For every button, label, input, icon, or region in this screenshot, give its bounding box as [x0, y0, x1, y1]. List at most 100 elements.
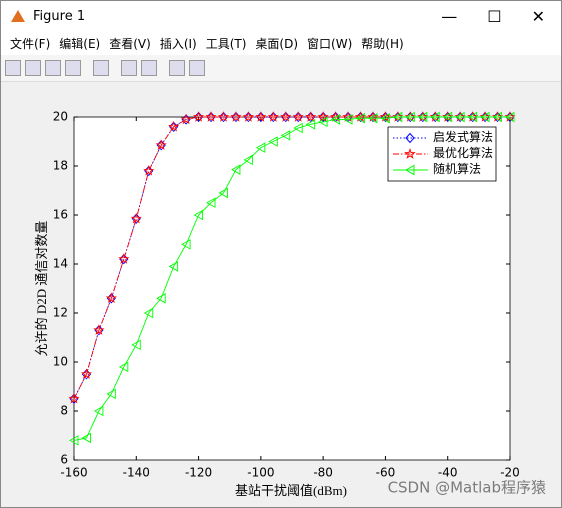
x-tick-label: -40 — [438, 466, 458, 480]
data-point — [180, 113, 192, 125]
data-point — [305, 111, 317, 122]
data-point — [305, 119, 316, 130]
legend-marker — [404, 164, 415, 176]
open-button[interactable] — [25, 60, 41, 76]
data-point — [417, 111, 428, 123]
maximize-button[interactable]: ☐ — [487, 6, 502, 26]
data-point — [230, 111, 242, 122]
data-point — [217, 111, 230, 122]
y-tick-label: 12 — [53, 306, 68, 320]
data-point — [231, 164, 241, 175]
data-point — [155, 139, 167, 150]
y-tick-label: 18 — [53, 159, 68, 173]
x-axis-label: 基站干扰阈值(dBm) — [235, 483, 347, 498]
data-point — [367, 111, 379, 122]
data-point — [106, 388, 116, 400]
print-button[interactable] — [65, 60, 81, 76]
data-point — [455, 111, 465, 123]
data-point — [242, 111, 254, 122]
data-point — [492, 111, 502, 123]
data-point — [505, 111, 515, 123]
data-point — [392, 111, 403, 123]
watermark: CSDN @Matlab程序猿 — [388, 479, 546, 497]
y-tick-label: 8 — [60, 404, 68, 418]
data-point — [268, 136, 278, 147]
y-tick-label: 20 — [53, 110, 68, 124]
data-point — [118, 253, 130, 264]
data-point — [168, 261, 179, 272]
data-point — [105, 292, 117, 304]
data-point — [93, 405, 104, 417]
data-point — [280, 111, 292, 122]
menu-item[interactable]: 桌面(D) — [255, 36, 299, 51]
data-point — [267, 111, 279, 122]
y-tick-label: 14 — [53, 257, 68, 271]
data-point — [206, 197, 216, 209]
data-point — [430, 111, 440, 123]
data-point — [205, 111, 217, 122]
property-button[interactable] — [189, 60, 205, 76]
legend-marker — [404, 147, 416, 159]
figure-canvas: 6 8 10 12 14 16 18 20 -160 -140 -120 -100 -80 -60 -40 -… — [34, 110, 546, 498]
data-point — [181, 239, 191, 250]
title-bar: Figure 1 — ☐ ✕ — [1, 1, 561, 31]
series-line — [73, 116, 510, 441]
toolbar — [1, 55, 561, 82]
data-point — [143, 307, 154, 319]
data-point — [255, 111, 267, 122]
pointer-button[interactable] — [169, 60, 185, 76]
x-tick-label: -80 — [313, 466, 333, 480]
data-point — [318, 116, 328, 128]
colorbar-button[interactable] — [121, 60, 137, 76]
x-tick-label: -100 — [247, 466, 274, 480]
app-icon — [11, 10, 25, 22]
legend-marker — [405, 132, 415, 144]
data-point — [68, 392, 80, 404]
y-tick-label: 6 — [60, 453, 68, 467]
data-point — [442, 111, 453, 123]
x-tick-label: -140 — [123, 466, 150, 480]
data-point — [192, 111, 205, 122]
y-axis-label: 允许的 D2D 通信对数量 — [34, 221, 49, 357]
x-tick-label: -120 — [185, 466, 212, 480]
data-point — [143, 165, 155, 176]
data-point — [168, 120, 180, 132]
close-button[interactable]: ✕ — [531, 6, 545, 26]
data-point — [368, 112, 378, 124]
data-point — [480, 111, 490, 123]
x-tick-label: -60 — [376, 466, 396, 480]
save-button[interactable] — [45, 60, 61, 76]
menu-item[interactable]: 编辑(E) — [59, 36, 101, 51]
data-point — [380, 112, 390, 124]
data-point — [293, 122, 303, 134]
data-point — [80, 368, 93, 379]
window-title: Figure 1 — [33, 8, 86, 24]
link-button[interactable] — [93, 60, 109, 76]
x-tick-label: -160 — [60, 466, 87, 480]
data-point — [280, 130, 291, 141]
legend-button[interactable] — [141, 60, 157, 76]
data-point — [131, 339, 141, 351]
legend-label: 随机算法 — [433, 161, 481, 176]
menu-item[interactable]: 工具(T) — [205, 36, 247, 51]
menu-item[interactable]: 插入(I) — [159, 36, 197, 51]
data-point — [118, 361, 129, 373]
menu-item[interactable]: 文件(F) — [10, 36, 51, 51]
data-point — [193, 209, 204, 221]
data-point — [343, 114, 353, 125]
y-tick-label: 16 — [53, 208, 68, 222]
menu-item[interactable]: 查看(V) — [109, 36, 151, 51]
minimize-button[interactable]: — — [441, 6, 458, 26]
new-button[interactable] — [5, 60, 21, 76]
data-point — [405, 111, 415, 123]
data-point — [255, 142, 266, 153]
x-tick-label: -20 — [500, 466, 520, 480]
menu-item[interactable]: 帮助(H) — [361, 36, 404, 51]
data-point — [156, 293, 166, 304]
data-point — [130, 212, 142, 224]
data-point — [354, 111, 367, 122]
data-point — [467, 111, 478, 123]
menu-bar: 文件(F) 编辑(E) 查看(V) 插入(I) 工具(T) 桌面(D) 窗口(W) 帮助(H) — [1, 31, 561, 55]
menu-item[interactable]: 窗口(W) — [307, 36, 353, 51]
